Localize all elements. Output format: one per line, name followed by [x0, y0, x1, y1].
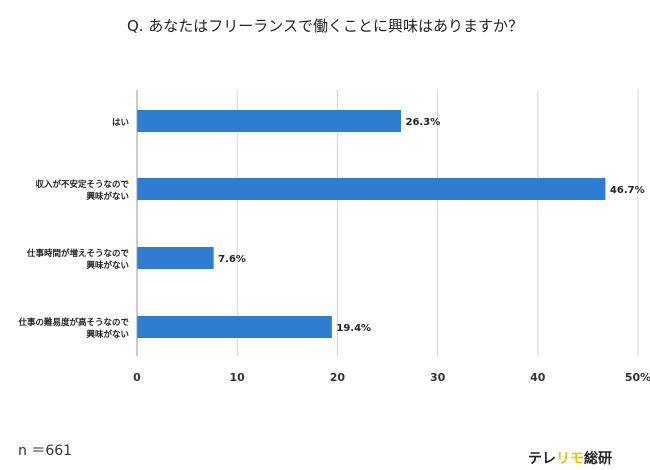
x-tick-label: 30 — [430, 371, 446, 384]
bar — [137, 247, 214, 269]
bar-value-label: 26.3% — [406, 117, 441, 128]
category-label: 収入が不安定そうなので — [35, 179, 129, 190]
category-label: 興味がない — [86, 260, 129, 271]
bars — [137, 110, 606, 338]
category-label: 仕事時間が増えそうなので — [26, 248, 130, 259]
category-label: 興味がない — [86, 191, 129, 202]
gridlines — [136, 90, 639, 356]
bar — [137, 178, 606, 200]
sample-size-label: n ＝661 — [18, 443, 73, 459]
x-tick-label: 10 — [230, 371, 246, 384]
labels: 0 10 20 30 40 50%26.3%はい46.7%収入が不安定そうなので興味がない… — [17, 117, 650, 384]
brand-logo-part2: リモ — [556, 451, 584, 467]
x-tick-label: 40 — [530, 371, 546, 384]
chart-title: Q. あなたはフリーランスで働くことに興味はありますか？ — [126, 17, 524, 35]
category-label: はい — [112, 118, 129, 128]
x-tick-label: 20 — [330, 371, 346, 384]
brand-logo-part3: 総研 — [584, 451, 612, 467]
bar-value-label: 19.4% — [336, 323, 371, 334]
x-tick-label: 0 — [133, 371, 141, 384]
bar — [137, 110, 402, 132]
category-label: 仕事の難易度が高そうなので — [17, 317, 129, 328]
category-label: 興味がない — [86, 329, 129, 340]
brand-logo-part1: テレ — [528, 451, 556, 467]
bar-value-label: 46.7% — [610, 185, 645, 196]
brand-logo: テレリモ総研 — [528, 448, 612, 468]
bar — [137, 316, 332, 338]
bar-value-label: 7.6% — [218, 254, 246, 265]
x-tick-label: 50% — [625, 371, 650, 384]
